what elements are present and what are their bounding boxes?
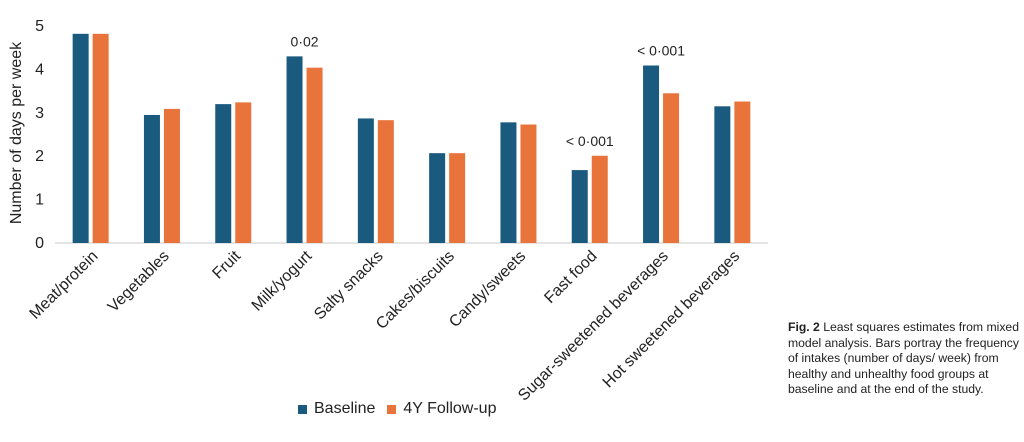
bar-baseline-vegetables xyxy=(143,114,160,243)
figure-label: Fig. 2 xyxy=(788,320,820,334)
bar-baseline-fruit xyxy=(215,104,232,244)
y-axis-label: Number of days per week xyxy=(8,41,25,224)
y-tick-label: 0 xyxy=(35,235,44,252)
bars xyxy=(72,33,751,244)
legend-label-follow-up: 4Y Follow-up xyxy=(403,400,497,417)
legend-item-follow-up: 4Y Follow-up xyxy=(387,400,496,418)
caption-text: Least squares estimates from mixed model… xyxy=(788,320,1019,397)
figure-caption: Fig. 2 Least squares estimates from mixe… xyxy=(788,320,1020,398)
bar-4y-follow-up-vegetables xyxy=(163,108,180,243)
bar-baseline-cakes-biscuits xyxy=(429,153,446,243)
bar-4y-follow-up-salty-snacks xyxy=(377,120,394,243)
bar-baseline-milk-yogurt xyxy=(286,56,303,243)
x-tick-label-meat-protein: Meat/protein xyxy=(27,248,102,323)
bar-baseline-sugar-sweetened-beverages xyxy=(643,65,660,243)
bar-baseline-candy-sweets xyxy=(500,122,517,243)
y-tick-label: 1 xyxy=(35,192,44,209)
x-tick-label-fast-food: Fast food xyxy=(541,248,600,307)
bar-baseline-fast-food xyxy=(571,170,588,243)
bar-baseline-meat-protein xyxy=(72,33,89,244)
x-tick-label-hot-sweetened-beverages: Hot sweetened beverages xyxy=(600,248,743,391)
bar-4y-follow-up-fast-food xyxy=(591,155,608,243)
legend: Baseline 4Y Follow-up xyxy=(298,400,508,418)
y-tick-label: 4 xyxy=(35,61,44,78)
y-tick-label: 2 xyxy=(35,148,44,165)
bar-4y-follow-up-sugar-sweetened-beverages xyxy=(663,93,680,244)
bar-4y-follow-up-milk-yogurt xyxy=(306,67,323,243)
x-tick-label-sugar-sweetened-beverages: Sugar-sweetened beverages xyxy=(515,248,672,405)
x-tick-labels: Meat/protein Vegetables Fruit Milk/yogurtSa… xyxy=(27,247,744,404)
x-tick-label-salty-snacks: Salty snacks xyxy=(311,248,387,324)
annotations: 0·02 < 0·001 < 0·001 xyxy=(291,33,686,148)
bar-baseline-hot-sweetened-beverages xyxy=(714,106,731,243)
bar-4y-follow-up-cakes-biscuits xyxy=(449,153,466,243)
bar-4y-follow-up-fruit xyxy=(235,102,252,243)
x-tick-label-milk-yogurt: Milk/yogurt xyxy=(249,247,316,314)
y-tick-label: 5 xyxy=(35,18,44,35)
y-tick-labels: 0 1 2 3 4 5 xyxy=(35,18,44,252)
legend-label-baseline: Baseline xyxy=(314,400,376,417)
y-tick-label: 3 xyxy=(35,105,44,122)
x-tick-label-vegetables: Vegetables xyxy=(105,248,173,316)
annotation-sugar-sweetened-beverages: < 0·001 xyxy=(637,42,685,58)
bar-baseline-salty-snacks xyxy=(357,118,374,243)
bar-4y-follow-up-hot-sweetened-beverages xyxy=(734,101,751,244)
bar-4y-follow-up-candy-sweets xyxy=(520,124,537,243)
x-tick-label-candy-sweets: Candy/sweets xyxy=(446,248,529,331)
legend-swatch-follow-up xyxy=(387,404,397,414)
annotation-fast-food: < 0·001 xyxy=(566,133,614,149)
legend-item-baseline: Baseline xyxy=(298,400,375,418)
legend-swatch-baseline xyxy=(298,404,307,414)
bar-4y-follow-up-meat-protein xyxy=(92,33,109,244)
annotation-milk-yogurt: 0·02 xyxy=(291,33,319,49)
x-tick-label-fruit: Fruit xyxy=(209,247,244,282)
